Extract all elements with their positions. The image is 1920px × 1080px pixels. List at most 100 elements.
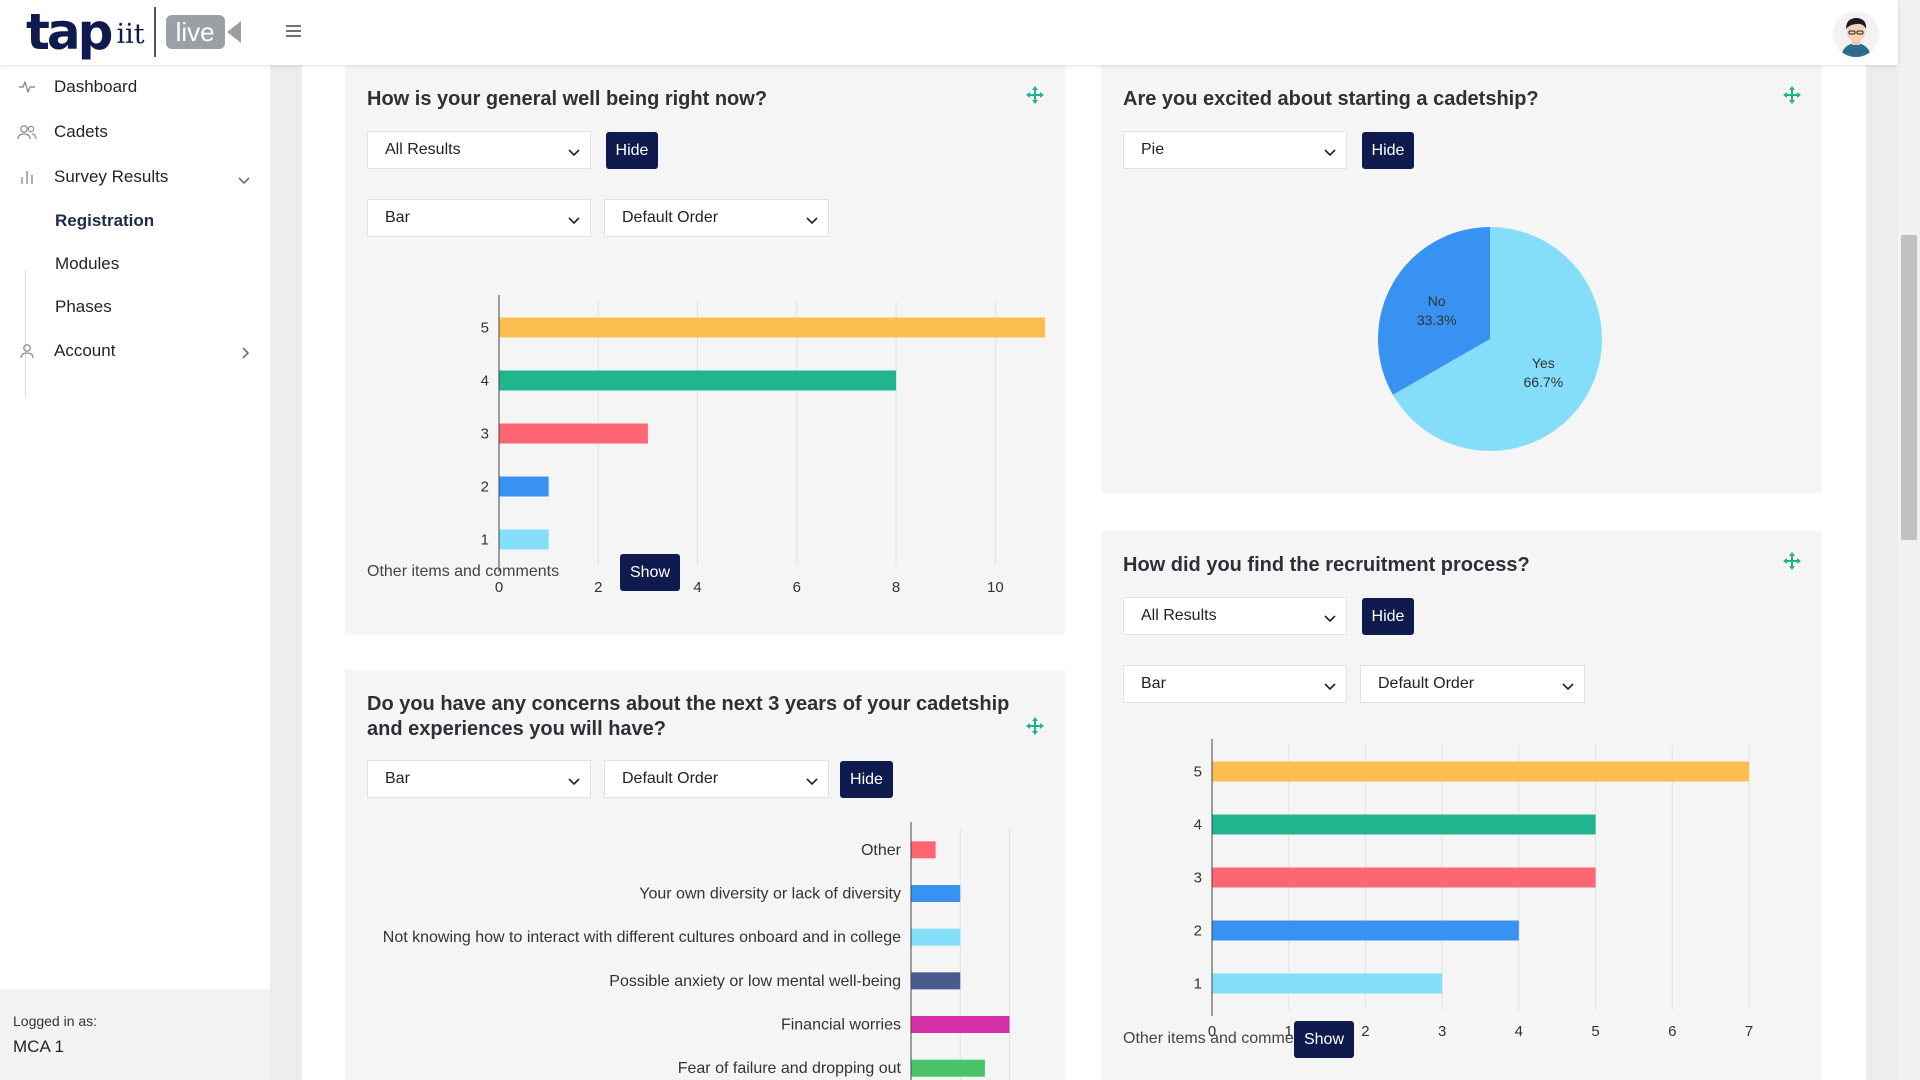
hide-button[interactable]: Hide <box>606 132 658 169</box>
page-scrollbar[interactable] <box>1898 0 1920 1080</box>
show-button[interactable]: Show <box>620 554 680 591</box>
chevron-down-icon <box>568 773 580 791</box>
y-tick-label: 1 <box>481 532 489 549</box>
card-concerns: Do you have any concerns about the next … <box>345 670 1065 1080</box>
concerns-bar-chart: Other Your own diversity or lack of diver… <box>383 822 1010 1080</box>
x-tick-label: 0 <box>1208 1023 1216 1040</box>
sidebar-subitem-modules[interactable]: Modules <box>55 254 120 273</box>
pie-percent-label: 66.7% <box>1523 374 1563 390</box>
sidebar-item-cadets[interactable]: Cadets <box>0 112 270 152</box>
bar-4 <box>499 370 897 391</box>
x-tick-label: 8 <box>892 579 900 596</box>
hamburger-icon[interactable] <box>286 22 304 42</box>
move-icon[interactable] <box>1783 552 1801 570</box>
bar-2 <box>499 476 549 497</box>
chevron-down-icon <box>1324 678 1336 696</box>
bar-2 <box>1212 920 1519 941</box>
x-tick-label: 2 <box>594 579 602 596</box>
logo-divider <box>153 7 156 57</box>
order-select[interactable]: Default Order <box>604 199 829 237</box>
y-tick-label: 5 <box>481 320 489 337</box>
logo-live: live <box>165 15 225 49</box>
sidebar-subitem-phases[interactable]: Phases <box>55 297 112 316</box>
move-icon[interactable] <box>1026 86 1044 104</box>
hide-button[interactable]: Hide <box>840 761 893 798</box>
select-value: Default Order <box>622 209 719 226</box>
x-tick-label: 0 <box>495 579 503 596</box>
chart-type-select[interactable]: Pie <box>1123 131 1347 169</box>
logo-tap: tap <box>26 3 113 61</box>
sidebar-item-dashboard[interactable]: Dashboard <box>0 67 270 107</box>
select-value: All Results <box>1141 607 1217 624</box>
select-value: Pie <box>1141 141 1165 158</box>
x-tick-label: 7 <box>1745 1023 1753 1040</box>
order-select[interactable]: Default Order <box>1360 665 1585 703</box>
bar-other <box>911 841 936 859</box>
bar-fear-of-failure-and-dropping-out <box>911 1059 985 1077</box>
chart-type-select[interactable]: Bar <box>1123 665 1347 703</box>
results-filter-select[interactable]: All Results <box>367 131 591 169</box>
y-tick-label: Fear of failure and dropping out <box>678 1060 902 1077</box>
y-tick-label: Possible anxiety or low mental well-bein… <box>609 973 901 990</box>
wellbeing-bar-chart: 0 2 4 6 8 10 5 4 3 2 1 <box>481 295 1045 596</box>
bar-3 <box>1212 867 1596 888</box>
chart-type-select[interactable]: Bar <box>367 199 591 237</box>
sidebar-item-label: Dashboard <box>54 77 138 96</box>
users-icon <box>17 122 37 142</box>
chevron-down-icon <box>806 773 818 791</box>
other-items-label: Other items and comments <box>1123 1030 1316 1047</box>
y-tick-label: 4 <box>481 373 489 390</box>
card-title: Do you have any concerns about the next … <box>367 693 1010 740</box>
tapiit-live-logo[interactable]: tap iit live <box>26 6 241 58</box>
x-tick-label: 4 <box>1515 1023 1523 1040</box>
chevron-down-icon <box>1324 144 1336 162</box>
user-avatar[interactable] <box>1833 11 1879 57</box>
activity-icon <box>17 77 37 97</box>
y-tick-label: 2 <box>481 479 489 496</box>
bar-3 <box>499 423 648 444</box>
x-tick-label: 2 <box>1361 1023 1369 1040</box>
pie-slice-yes <box>1392 227 1602 451</box>
logged-in-user: MCA 1 <box>13 1037 65 1056</box>
move-icon[interactable] <box>1783 86 1801 104</box>
bar-1 <box>1212 973 1443 994</box>
hide-button[interactable]: Hide <box>1362 132 1414 169</box>
submenu-divider <box>25 270 26 397</box>
results-filter-select[interactable]: All Results <box>1123 597 1347 635</box>
select-value: All Results <box>385 141 461 158</box>
chevron-right-icon <box>242 344 250 364</box>
chart-type-select[interactable]: Bar <box>367 760 591 798</box>
x-tick-label: 6 <box>793 579 801 596</box>
select-value: Bar <box>385 209 410 226</box>
chevron-down-icon <box>568 144 580 162</box>
select-value: Default Order <box>622 770 719 787</box>
hide-button[interactable]: Hide <box>1362 598 1414 635</box>
card-excited: Are you excited about starting a cadetsh… <box>1101 65 1822 493</box>
x-tick-label: 4 <box>693 579 701 596</box>
card-title: How is your general well being right now… <box>367 88 768 110</box>
bar-possible-anxiety-or-low-mental-well-bein <box>911 972 961 990</box>
sidebar-item-account[interactable]: Account <box>0 331 270 371</box>
y-tick-label: 2 <box>1194 923 1202 940</box>
scrollbar-thumb[interactable] <box>1901 235 1917 540</box>
top-header: tap iit live <box>0 0 1898 65</box>
pie-label: Yes <box>1532 355 1555 371</box>
card-title: How did you find the recruitment process… <box>1123 554 1530 576</box>
other-items-label: Other items and comments <box>367 563 560 580</box>
user-icon <box>17 341 37 361</box>
chevron-down-icon <box>1562 678 1574 696</box>
sidebar-item-survey-results[interactable]: Survey Results <box>0 157 270 197</box>
pie-percent-label: 33.3% <box>1417 312 1457 328</box>
sidebar-subitem-registration[interactable]: Registration <box>55 211 155 230</box>
bar-financial-worries <box>911 1016 1010 1033</box>
logo-iit: iit <box>116 18 145 50</box>
select-value: Bar <box>1141 675 1166 692</box>
y-tick-label: Financial worries <box>781 1017 901 1034</box>
sidebar-item-label: Account <box>54 341 116 360</box>
show-button[interactable]: Show <box>1294 1021 1354 1058</box>
y-tick-label: Not knowing how to interact with differe… <box>383 929 901 946</box>
y-tick-label: 4 <box>1194 817 1202 834</box>
move-icon[interactable] <box>1026 717 1044 735</box>
order-select[interactable]: Default Order <box>604 760 829 798</box>
pie-label: No <box>1428 293 1446 309</box>
